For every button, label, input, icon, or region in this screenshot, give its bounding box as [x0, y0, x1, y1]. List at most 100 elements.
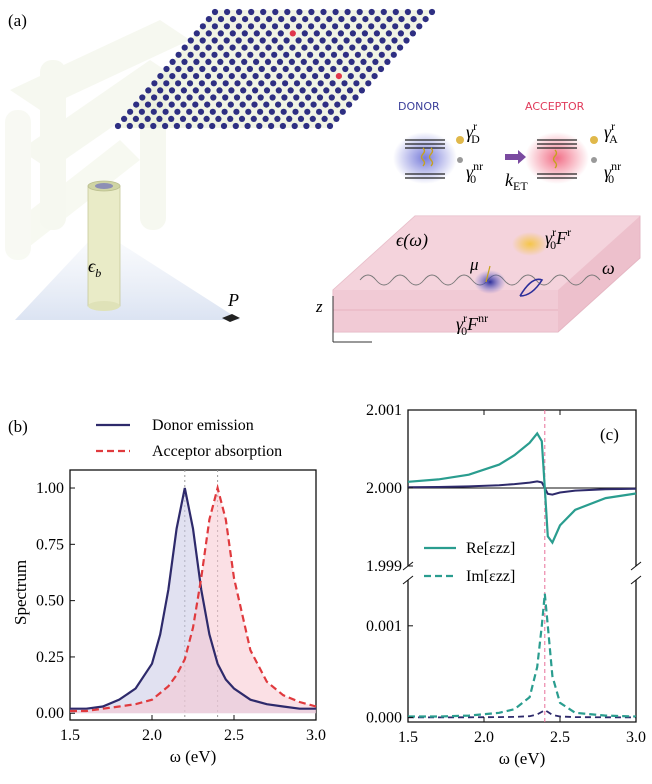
acceptor-nonradiative-icon — [591, 157, 597, 163]
lattice-atom — [138, 122, 145, 130]
lattice-atom — [306, 65, 313, 73]
panel-a-label: (a) — [8, 11, 27, 30]
lattice-atom — [175, 80, 182, 87]
lattice-atom — [322, 101, 329, 108]
lattice-atom — [320, 23, 327, 30]
lattice-atom — [163, 65, 170, 73]
x-tick-label: 3.0 — [626, 729, 646, 746]
lattice-atom — [300, 73, 307, 80]
lattice-atom — [223, 23, 230, 30]
lattice-atom — [277, 30, 284, 37]
lattice-atom — [253, 44, 260, 51]
lattice-atom — [173, 122, 180, 130]
lattice-atom — [330, 65, 337, 73]
lattice-atom — [193, 30, 200, 37]
light-cone — [15, 240, 240, 320]
lattice-atom — [241, 58, 248, 65]
lattice-atom — [258, 80, 265, 87]
lattice-atom — [215, 101, 223, 108]
lattice-atom — [307, 51, 314, 58]
lattice-atom — [193, 44, 200, 51]
lattice-atom — [193, 58, 200, 65]
lattice-atom — [279, 122, 286, 130]
lattice-atom — [356, 23, 363, 30]
lattice-atom — [301, 44, 308, 51]
lattice-atom — [301, 30, 308, 37]
lattice-atom — [337, 44, 344, 51]
lattice-atom — [281, 94, 288, 101]
x-tick-label: 2.5 — [224, 727, 244, 744]
panel-b: (b) 1.5 2.0 2.5 3.0 0.00 0.25 0.50 0.75 1.00 ω (e… — [8, 417, 326, 766]
lattice-atom — [236, 8, 243, 16]
acceptor-radiative-icon — [590, 136, 598, 144]
lattice-atom — [211, 37, 218, 44]
lattice-atom — [235, 51, 242, 58]
lattice-atom — [222, 94, 229, 101]
lattice-atom — [366, 51, 373, 58]
x-axis-label: ω (eV) — [499, 749, 546, 768]
lattice-atom — [215, 115, 222, 122]
lattice-atom — [358, 87, 365, 94]
lattice-atom — [233, 94, 241, 101]
acceptor-levels — [537, 139, 577, 179]
lattice-atom — [251, 101, 258, 108]
lattice-atom — [198, 80, 205, 87]
lattice-atom — [257, 94, 264, 101]
lattice-atom — [348, 58, 355, 65]
lattice-atom — [386, 16, 393, 23]
lattice-atom — [298, 101, 305, 108]
x-tick-label: 3.0 — [306, 727, 326, 744]
lattice-atom — [304, 108, 311, 115]
lattice-atom — [355, 37, 362, 44]
gamma-0-nr-donor-label: γnr 0 — [466, 159, 483, 186]
lattice-atom — [248, 8, 255, 16]
lattice-atom — [361, 30, 368, 37]
lattice-atom — [317, 80, 324, 87]
lattice-atom — [340, 94, 347, 101]
y-tick-label: 0.75 — [36, 536, 64, 553]
lattice-atom — [162, 108, 169, 115]
lattice-atom — [205, 30, 212, 37]
lattice-atom — [216, 87, 223, 94]
eps-omega-label: ϵ(ω) — [396, 230, 428, 251]
lattice-atom — [222, 80, 229, 87]
lattice-atom — [229, 16, 237, 23]
lattice-atom — [199, 65, 206, 73]
lattice-atom — [293, 80, 301, 87]
lattice-atom — [379, 37, 386, 44]
lattice-atom — [307, 37, 314, 44]
lattice-atom — [229, 30, 236, 37]
lattice-atom — [269, 94, 276, 101]
panel-b-label: (b) — [8, 417, 28, 436]
donor-wave-icon-2 — [428, 147, 434, 167]
plot-frame — [69, 469, 317, 721]
lattice-atom — [347, 73, 354, 80]
lattice-atom — [263, 87, 271, 94]
lattice-atom — [205, 16, 212, 23]
chart-b: 1.5 2.0 2.5 3.0 0.00 0.25 0.50 0.75 1.00 ω (eV) Sp… — [11, 417, 326, 766]
lattice-atom — [114, 122, 122, 130]
lattice-atom — [263, 101, 270, 108]
lattice-atom — [186, 80, 194, 87]
lattice-atom — [276, 58, 284, 65]
lattice-atom — [247, 23, 255, 30]
donor-title: DONOR — [398, 100, 440, 113]
lattice-atom — [221, 108, 228, 115]
lattice-atom — [181, 73, 188, 80]
gamma-a-label: γr A — [604, 119, 618, 146]
lattice-atom — [323, 87, 330, 94]
lattice-atom — [220, 122, 228, 130]
lattice-atom — [373, 30, 380, 37]
lattice-atom — [271, 23, 279, 30]
lattice-atom — [354, 65, 361, 73]
lattice-atom — [259, 37, 266, 44]
lattice-atom — [311, 87, 318, 94]
lattice-atom — [151, 80, 158, 87]
lattice-atom — [308, 23, 315, 30]
lattice-atom — [326, 122, 334, 130]
acceptor-title: ACCEPTOR — [525, 100, 585, 113]
lattice-atom — [286, 115, 293, 122]
y-tick-label: 0.00 — [36, 705, 64, 722]
y-tick-label: 0.001 — [366, 618, 402, 635]
